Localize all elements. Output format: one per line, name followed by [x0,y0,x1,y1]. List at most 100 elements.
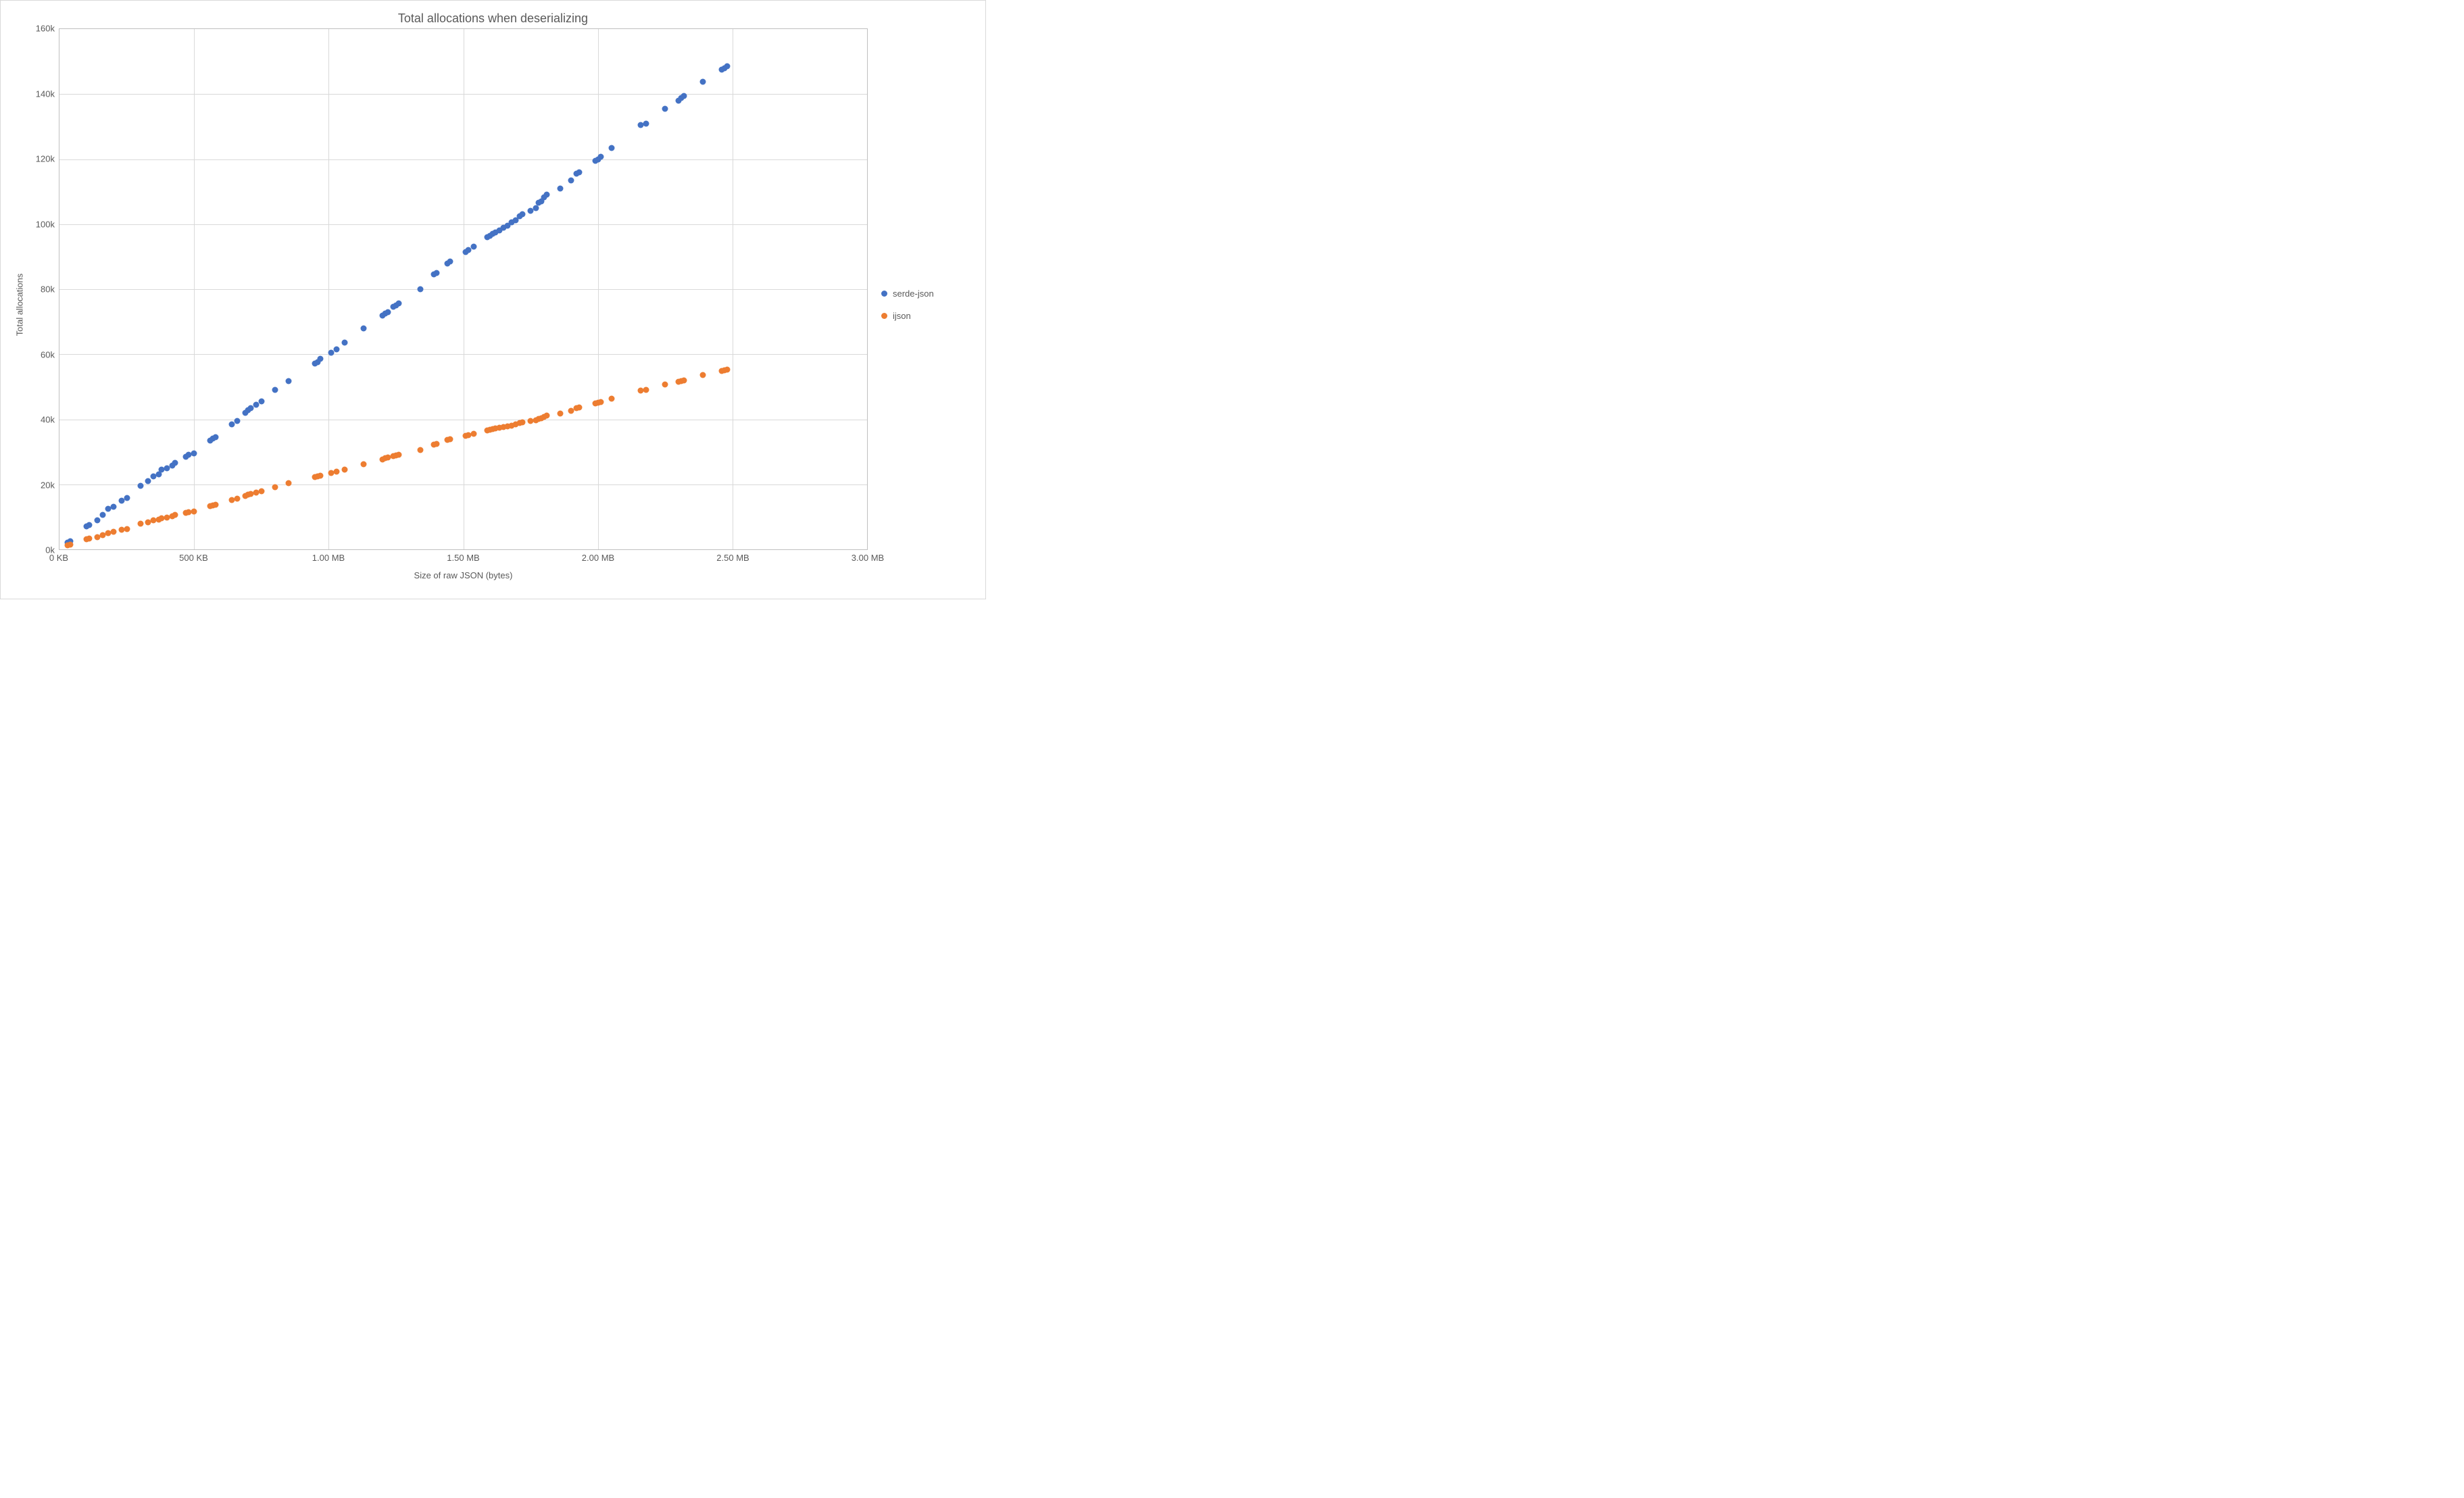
data-point [681,93,687,99]
data-point [608,145,614,151]
data-point [417,447,423,453]
data-point [272,484,278,490]
data-point [447,259,453,265]
data-point [568,177,574,183]
legend-item: ijson [881,311,976,321]
data-point [520,211,526,218]
data-point [342,466,348,472]
data-point [334,468,340,474]
data-point [67,541,73,547]
data-point [662,382,668,388]
data-point [385,309,391,315]
x-tick-label: 500 KB [179,553,208,563]
data-point [557,185,563,191]
data-point [191,508,197,514]
data-point [643,387,649,393]
data-point [318,356,324,362]
gridline-horizontal [59,484,867,485]
data-point [662,105,668,111]
data-point [608,396,614,402]
data-point [272,387,278,393]
data-point [395,452,401,458]
data-point [137,521,143,527]
y-tick-label: 20k [41,480,55,490]
data-point [86,522,92,528]
plot-area [59,28,868,550]
data-point [643,120,649,126]
data-point [471,244,477,250]
legend-item: serde-json [881,289,976,299]
y-tick-label: 120k [36,154,55,164]
data-point [724,64,730,70]
y-tick-label: 100k [36,219,55,229]
data-point [681,377,687,383]
data-point [543,413,549,419]
data-point [137,483,143,489]
data-point [191,451,197,457]
y-tick-label: 160k [36,24,55,34]
data-point [447,436,453,442]
data-point [285,480,291,486]
x-tick-label: 3.00 MB [852,553,884,563]
legend-swatch [881,291,887,297]
data-point [361,461,367,467]
data-point [124,495,130,501]
data-point [110,504,116,510]
data-point [213,502,219,508]
legend-swatch [881,313,887,319]
x-tick-label: 1.50 MB [447,553,479,563]
data-point [700,372,706,378]
data-point [433,441,439,447]
chart-body: Total allocations 0k20k40k60k80k100k120k… [10,28,976,580]
data-point [700,78,706,84]
gridline-horizontal [59,354,867,355]
x-tick-label: 2.00 MB [582,553,614,563]
chart-title: Total allocations when deserializing [10,11,976,26]
data-point [124,526,130,532]
data-point [285,378,291,384]
data-point [213,434,219,440]
y-tick-label: 140k [36,89,55,99]
data-point [234,418,240,424]
data-point [395,301,401,307]
data-point [576,405,582,411]
data-point [361,325,367,331]
data-point [172,460,178,466]
data-point [258,489,264,495]
data-point [557,410,563,416]
x-axis-label: Size of raw JSON (bytes) [59,570,868,580]
gridline-horizontal [59,224,867,225]
y-tick-label: 80k [41,284,55,295]
data-point [576,169,582,175]
y-tick-label: 40k [41,415,55,425]
y-axis-label: Total allocations [15,273,25,336]
legend-label: serde-json [893,289,934,299]
data-point [520,420,526,426]
data-point [86,535,92,541]
x-axis-ticks: 0 KB500 KB1.00 MB1.50 MB2.00 MB2.50 MB3.… [59,550,868,566]
x-tick-label: 2.50 MB [716,553,749,563]
data-point [94,517,100,523]
data-point [172,512,178,518]
gridline-horizontal [59,159,867,160]
data-point [597,154,603,160]
data-point [145,478,151,484]
legend: serde-json ijson [868,28,976,580]
gridline-horizontal [59,289,867,290]
data-point [258,399,264,405]
chart-container: Total allocations when deserializing Tot… [0,0,986,599]
data-point [110,529,116,535]
data-point [543,192,549,198]
data-point [724,367,730,373]
legend-label: ijson [893,311,911,321]
plot-column: 0 KB500 KB1.00 MB1.50 MB2.00 MB2.50 MB3.… [59,28,868,580]
data-point [334,347,340,353]
y-tick-label: 60k [41,349,55,359]
data-point [99,512,105,518]
y-axis-label-column: Total allocations [10,28,29,580]
data-point [471,431,477,437]
y-axis-ticks: 0k20k40k60k80k100k120k140k160k [29,28,59,580]
x-tick-label: 1.00 MB [312,553,345,563]
gridline-horizontal [59,94,867,95]
data-point [433,270,439,276]
